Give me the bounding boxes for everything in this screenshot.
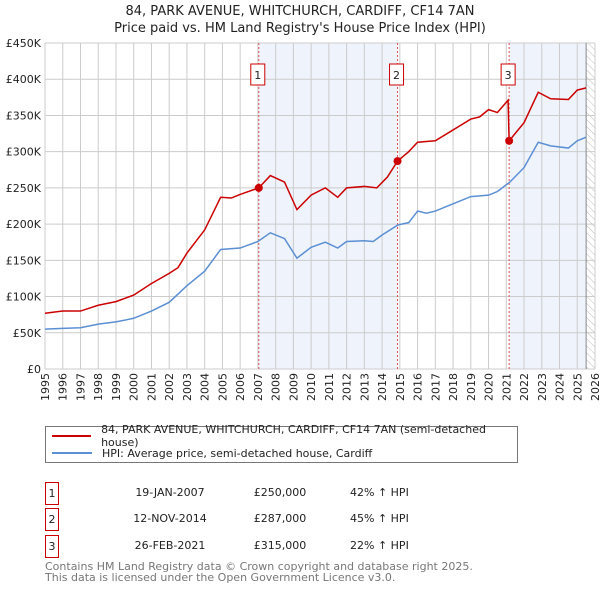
sale-date: 26-FEB-2021 [134,539,206,552]
y-tick-label: £250K [6,182,42,195]
legend-swatch-red [52,435,92,437]
y-tick-label: £50K [13,327,42,340]
x-tick-label: 2016 [412,373,425,401]
x-tick-label: 1997 [74,373,87,401]
x-tick-label: 2018 [447,373,460,401]
x-tick-label: 2001 [145,373,158,401]
forecast-hatch [586,43,595,369]
sale-row: 2 12-NOV-2014 £287,000 45% ↑ HPI [45,508,445,531]
sale-row: 1 19-JAN-2007 £250,000 42% ↑ HPI [45,482,445,505]
sale-date: 19-JAN-2007 [135,486,205,499]
sale-number: 2 [45,508,59,531]
x-tick-label: 2008 [270,373,283,401]
sale-label: 2 [393,69,400,82]
x-tick-label: 2005 [216,373,229,401]
y-tick-label: £400K [6,73,42,86]
x-tick-label: 2021 [500,373,513,401]
sale-hpi-diff: 42% ↑ HPI [350,486,409,499]
sale-number: 1 [45,482,59,505]
sale-row: 3 26-FEB-2021 £315,000 22% ↑ HPI [45,535,445,558]
y-tick-label: £450K [6,37,42,50]
sale-price: £315,000 [253,539,307,552]
y-tick-label: £0 [27,363,41,376]
y-tick-label: £150K [6,254,42,267]
sale-label-box [389,63,405,86]
legend-item-property: 84, PARK AVENUE, WHITCHURCH, CARDIFF, CF… [52,423,517,449]
sale-label-box [500,63,516,86]
x-tick-label: 2020 [483,373,496,401]
x-tick-label: 2002 [163,373,176,401]
x-tick-label: 2010 [305,373,318,401]
x-tick-label: 2026 [589,373,600,401]
sale-point [505,136,514,145]
sale-hpi-diff: 22% ↑ HPI [350,539,409,552]
price-chart: 1995 1996 1997 1998 1999 2000 2001 2002 2003 2004… [6,37,600,401]
x-tick-label: 2019 [465,373,478,401]
sale-point [393,157,402,166]
x-tick-label: 2024 [554,373,567,401]
x-tick-label: 2014 [376,373,389,401]
legend-swatch-blue [52,452,92,454]
sale-hpi-diff: 45% ↑ HPI [350,512,409,525]
footer-licence: This data is licensed under the Open Gov… [45,571,396,584]
price-paid-line [44,87,587,314]
x-tick-label: 1998 [92,373,105,401]
chart-subtitle: Price paid vs. HM Land Registry's House … [114,21,486,36]
x-tick-label: 2011 [323,373,336,401]
hpi-line [44,136,587,330]
x-tick-label: 2006 [234,373,247,401]
sale-date: 12-NOV-2014 [133,512,207,525]
y-tick-label: £300K [6,146,42,159]
x-tick-label: 2017 [429,373,442,401]
x-tick-label: 2009 [287,373,300,401]
y-tick-label: £350K [6,109,42,122]
x-tick-label: 2013 [358,373,371,401]
y-tick-label: £200K [6,218,42,231]
sale-price: £250,000 [253,486,307,499]
x-tick-label: 2025 [571,373,584,401]
x-tick-label: 2012 [341,373,354,401]
x-tick-label: 1995 [39,373,52,401]
sale-label: 3 [505,69,512,82]
x-tick-label: 2022 [518,373,531,401]
sale-point [254,183,263,192]
legend-label: 84, PARK AVENUE, WHITCHURCH, CARDIFF, CF… [101,423,486,449]
sale-number: 3 [45,535,59,558]
legend-item-hpi: HPI: Average price, semi-detached house,… [52,445,372,461]
x-tick-label: 1999 [110,373,123,401]
chart-title: 84, PARK AVENUE, WHITCHURCH, CARDIFF, CF… [125,4,475,19]
footer-copyright: Contains HM Land Registry data © Crown c… [45,560,473,573]
y-tick-label: £100K [6,291,42,304]
shaded-period [258,43,398,369]
legend: 84, PARK AVENUE, WHITCHURCH, CARDIFF, CF… [45,423,518,463]
x-tick-label: 2023 [536,373,549,401]
sale-label-box [250,63,266,86]
x-tick-label: 1996 [57,373,70,401]
x-tick-label: 2004 [199,373,212,401]
x-tick-label: 2003 [181,373,194,401]
sale-price: £287,000 [253,512,307,525]
sale-label: 1 [254,69,261,82]
x-tick-label: 2015 [394,373,407,401]
legend-label: HPI: Average price, semi-detached house,… [102,446,373,460]
x-tick-label: 2007 [252,373,265,401]
x-tick-label: 2000 [128,373,141,401]
